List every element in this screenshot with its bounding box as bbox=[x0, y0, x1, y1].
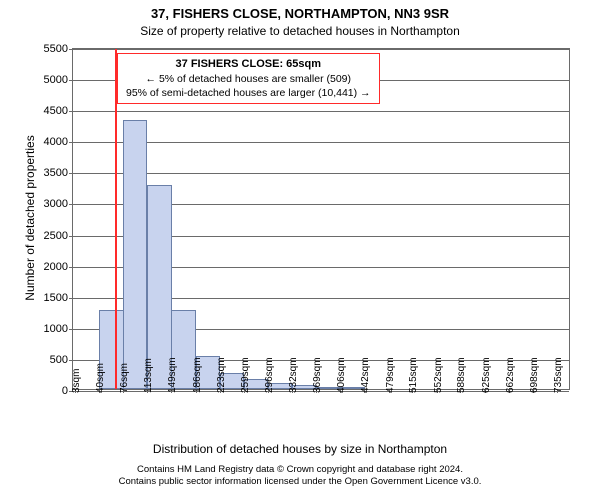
xtick-label: 296sqm bbox=[264, 357, 275, 393]
annotation-line2: ← 5% of detached houses are smaller (509… bbox=[126, 72, 371, 86]
annotation-line3: 95% of semi-detached houses are larger (… bbox=[126, 86, 371, 100]
ytick-mark bbox=[69, 173, 73, 174]
xtick-label: 223sqm bbox=[216, 357, 227, 393]
histogram-bar bbox=[123, 120, 147, 389]
xtick-label: 113sqm bbox=[143, 358, 154, 393]
ytick-mark bbox=[69, 142, 73, 143]
plot-area: 37 FISHERS CLOSE: 65sqm ← 5% of detached… bbox=[72, 48, 570, 390]
xtick-label: 149sqm bbox=[167, 357, 178, 393]
ytick-mark bbox=[69, 329, 73, 330]
x-axis-title: Distribution of detached houses by size … bbox=[0, 442, 600, 456]
annotation-line1: 37 FISHERS CLOSE: 65sqm bbox=[126, 57, 371, 72]
chart-frame: 37, FISHERS CLOSE, NORTHAMPTON, NN3 9SR … bbox=[0, 0, 600, 500]
xtick-label: 3sqm bbox=[71, 369, 82, 393]
footer-line1: Contains HM Land Registry data © Crown c… bbox=[0, 464, 600, 476]
gridline bbox=[73, 111, 569, 112]
xtick-label: 186sqm bbox=[192, 357, 203, 393]
xtick-label: 406sqm bbox=[336, 357, 347, 393]
xtick-label: 40sqm bbox=[95, 363, 106, 393]
annotation-box: 37 FISHERS CLOSE: 65sqm ← 5% of detached… bbox=[117, 53, 380, 104]
gridline bbox=[73, 49, 569, 50]
ytick-mark bbox=[69, 49, 73, 50]
xtick-label: 442sqm bbox=[360, 357, 371, 393]
xtick-label: 259sqm bbox=[240, 357, 251, 393]
chart-subtitle: Size of property relative to detached ho… bbox=[0, 24, 600, 38]
xtick-label: 698sqm bbox=[529, 357, 540, 393]
ytick-mark bbox=[69, 80, 73, 81]
xtick-label: 76sqm bbox=[119, 363, 130, 393]
xtick-label: 515sqm bbox=[408, 357, 419, 393]
ytick-mark bbox=[69, 111, 73, 112]
xtick-label: 479sqm bbox=[385, 357, 396, 393]
ytick-mark bbox=[69, 267, 73, 268]
xtick-label: 625sqm bbox=[481, 357, 492, 393]
xtick-label: 552sqm bbox=[433, 357, 444, 393]
ytick-mark bbox=[69, 360, 73, 361]
ytick-mark bbox=[69, 204, 73, 205]
xtick-label: 588sqm bbox=[456, 357, 467, 393]
xtick-label: 662sqm bbox=[505, 357, 516, 393]
xtick-label: 369sqm bbox=[312, 357, 323, 393]
ytick-mark bbox=[69, 236, 73, 237]
xtick-label: 332sqm bbox=[288, 357, 299, 393]
ytick-mark bbox=[69, 298, 73, 299]
y-axis-title: Number of detached properties bbox=[23, 118, 37, 318]
footer-line2: Contains public sector information licen… bbox=[0, 476, 600, 488]
xtick-label: 735sqm bbox=[553, 357, 564, 393]
chart-title: 37, FISHERS CLOSE, NORTHAMPTON, NN3 9SR bbox=[0, 6, 600, 21]
footer: Contains HM Land Registry data © Crown c… bbox=[0, 464, 600, 489]
